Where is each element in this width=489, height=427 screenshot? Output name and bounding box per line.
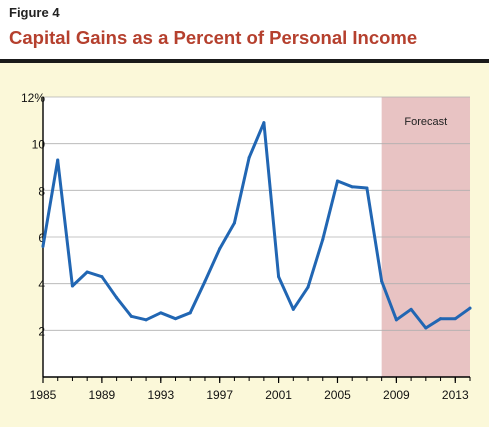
series-line [41, 121, 472, 330]
data-point [247, 156, 251, 160]
data-point [380, 279, 384, 283]
y-tick-label: 12% [21, 91, 45, 105]
data-point [409, 307, 413, 311]
x-tick-label: 2001 [265, 388, 292, 402]
data-point [232, 221, 236, 225]
data-point [85, 270, 89, 274]
data-point [277, 275, 281, 279]
x-tick-label: 2009 [383, 388, 410, 402]
figure-title: Capital Gains as a Percent of Personal I… [9, 27, 418, 48]
data-point [218, 247, 222, 251]
data-point [144, 318, 148, 322]
forecast-label: Forecast [404, 116, 447, 128]
data-point [188, 311, 192, 315]
data-point [41, 244, 45, 248]
data-point [56, 158, 60, 162]
data-point [365, 186, 369, 190]
data-point [439, 317, 443, 321]
data-point [262, 121, 266, 125]
data-point [159, 311, 163, 315]
data-point [321, 237, 325, 241]
figure-header: Figure 4 Capital Gains as a Percent of P… [0, 0, 489, 62]
data-point [335, 179, 339, 183]
data-point [424, 326, 428, 330]
data-point [203, 279, 207, 283]
data-point [174, 317, 178, 321]
data-point [115, 296, 119, 300]
data-point [350, 185, 354, 189]
data-point [70, 284, 74, 288]
data-point [129, 314, 133, 318]
figure-label: Figure 4 [9, 5, 60, 20]
x-tick-label: 1993 [147, 388, 174, 402]
data-point [291, 307, 295, 311]
data-point [306, 285, 310, 289]
y-tick-label: 10 [32, 138, 46, 152]
y-tick-label: 6 [38, 231, 45, 245]
data-point [453, 317, 457, 321]
data-point [468, 306, 472, 310]
line-chart: Forecast 2 4 6 8 10 12% 1985 1989 1993 1997 2001 200… [21, 91, 472, 402]
x-tick-label: 1985 [30, 388, 57, 402]
y-tick-label: 2 [38, 324, 45, 338]
y-tick-label: 8 [38, 184, 45, 198]
data-point [394, 318, 398, 322]
x-tick-label: 2013 [442, 388, 469, 402]
header-divider [0, 59, 489, 63]
x-tick-label: 1997 [206, 388, 233, 402]
x-tick-label: 1989 [89, 388, 116, 402]
x-tick-label: 2005 [324, 388, 351, 402]
data-point [100, 275, 104, 279]
y-tick-label: 4 [38, 278, 45, 292]
